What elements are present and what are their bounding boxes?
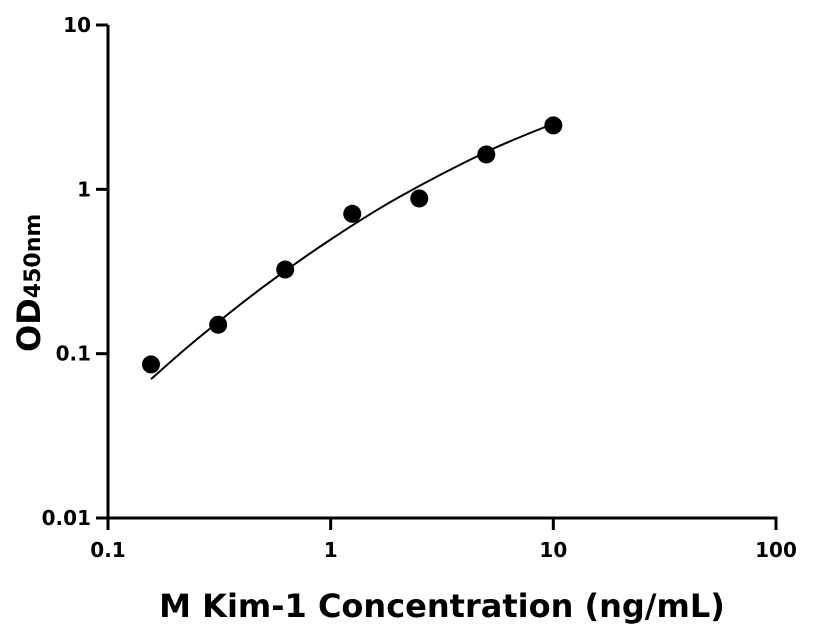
y-axis-label: OD450nm — [10, 214, 48, 352]
x-axis-label: M Kim-1 Concentration (ng/mL) — [159, 587, 725, 625]
y-axis-label-main: OD — [10, 298, 48, 352]
x-tick-label: 10 — [539, 538, 567, 562]
data-point — [410, 189, 429, 208]
data-point — [142, 355, 161, 374]
y-tick-label: 0.1 — [56, 342, 91, 366]
data-point — [209, 315, 228, 334]
fit-curve-group — [150, 122, 554, 380]
y-tick-label: 1 — [77, 177, 91, 201]
data-point — [477, 145, 496, 164]
y-tick-label: 0.01 — [42, 506, 91, 530]
data-point — [544, 116, 563, 135]
data-point — [343, 204, 362, 223]
x-tick-label: 1 — [324, 538, 338, 562]
data-points — [142, 116, 563, 374]
svg-text:OD450nm: OD450nm — [10, 214, 48, 352]
x-tick-label: 100 — [755, 538, 797, 562]
x-tick-label: 0.1 — [90, 538, 125, 562]
fit-curve — [150, 122, 554, 380]
axes: 0.1 1 10 100 0.01 0.1 1 10 — [42, 13, 797, 562]
y-axis-label-sub: 450nm — [21, 214, 46, 299]
data-point — [276, 260, 295, 279]
y-tick-label: 10 — [63, 13, 91, 37]
